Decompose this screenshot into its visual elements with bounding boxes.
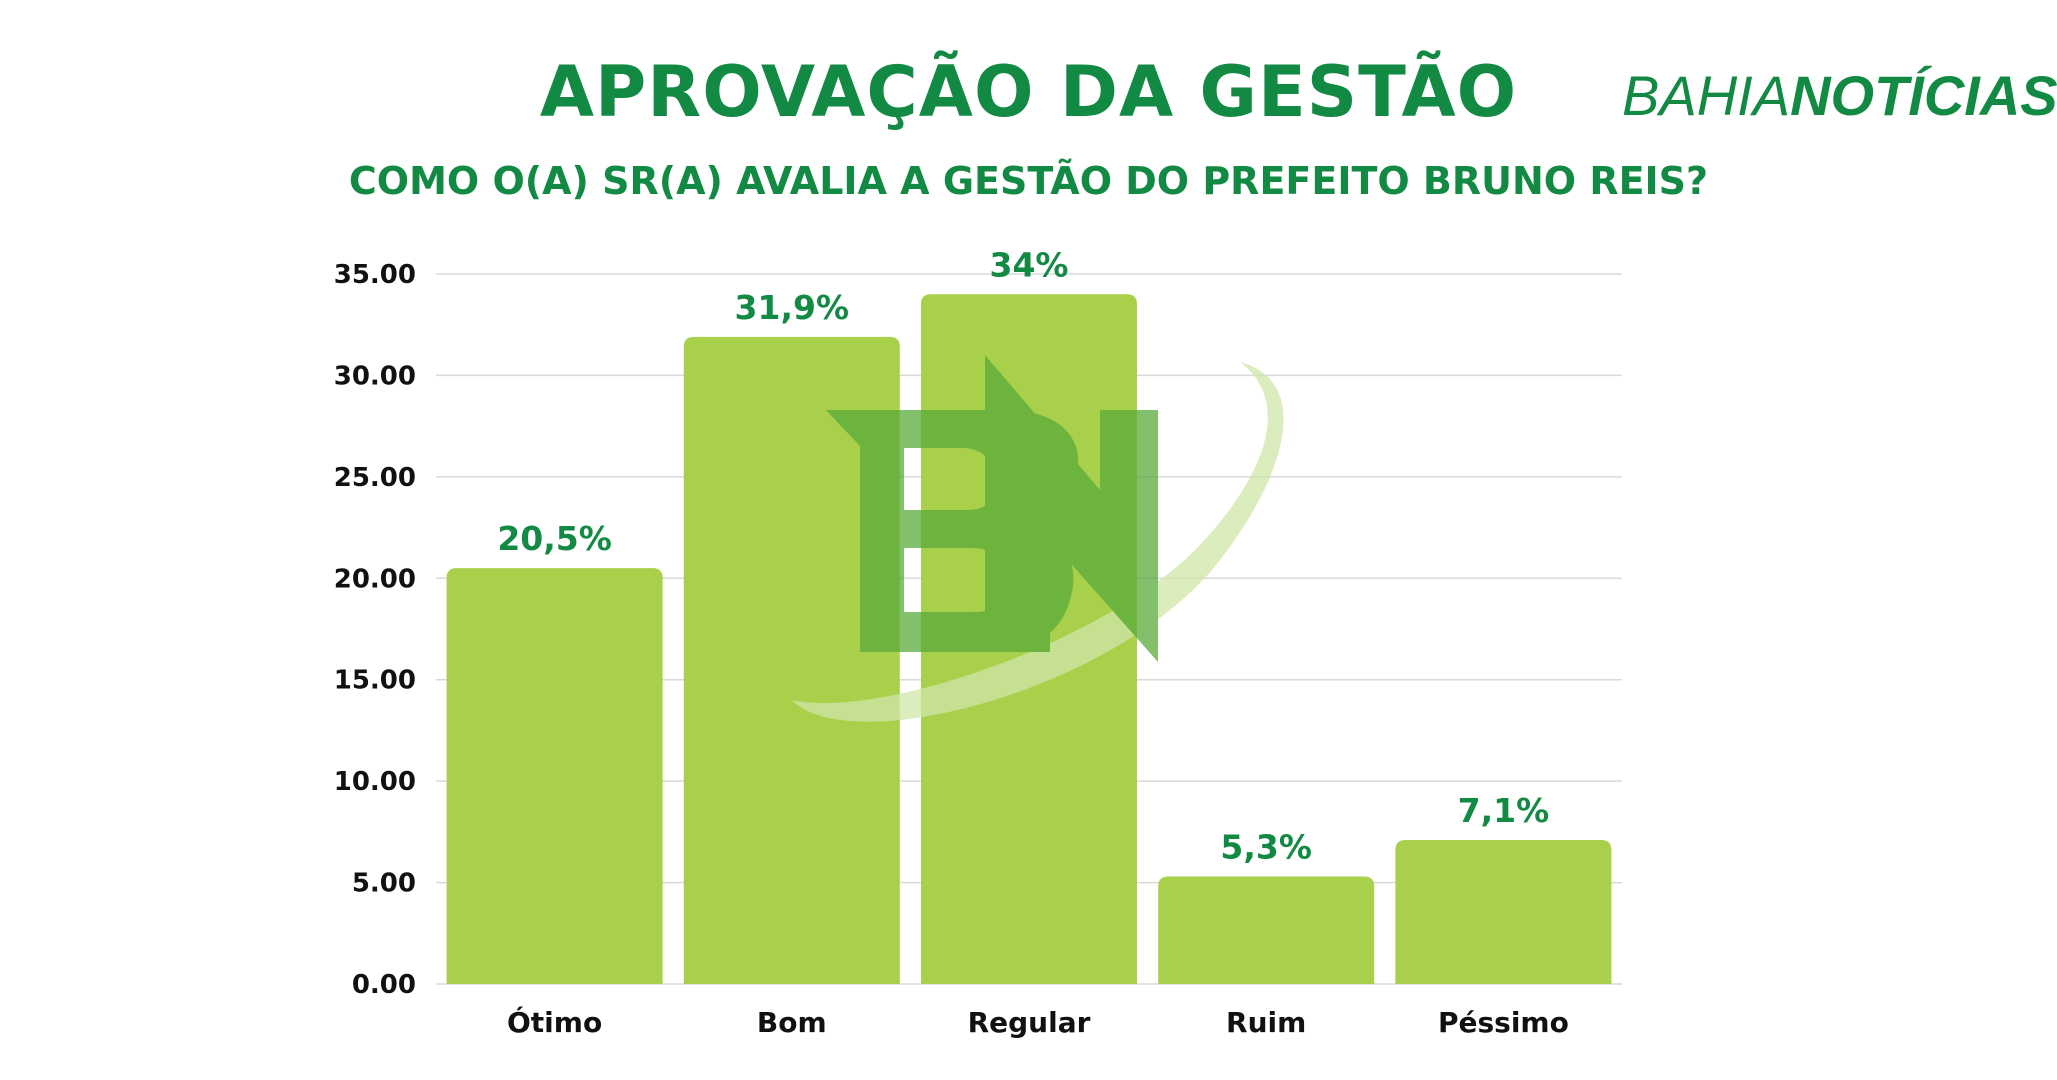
bar-ruim — [1158, 876, 1375, 984]
bar-ótimo — [446, 568, 663, 984]
y-tick-label: 15.00 — [334, 666, 416, 696]
y-tick-label: 20.00 — [334, 564, 416, 594]
bar-péssimo — [1395, 839, 1612, 984]
y-tick-label: 5.00 — [352, 869, 416, 899]
chart-title: APROVAÇÃO DA GESTÃO — [539, 51, 1518, 133]
category-label: Péssimo — [1438, 1006, 1569, 1039]
y-axis-ticks: 0.00 5.00 10.00 15.00 20.00 25.00 30.00 35.00 — [334, 260, 416, 1000]
category-label: Bom — [757, 1006, 827, 1039]
data-label: 34% — [990, 245, 1069, 284]
data-label: 31,9% — [735, 288, 850, 327]
y-tick-label: 35.00 — [334, 260, 416, 290]
y-tick-label: 0.00 — [352, 970, 416, 1000]
data-label: 5,3% — [1220, 827, 1312, 866]
data-labels: 20,5% 31,9% 34% 5,3% 7,1% — [497, 245, 1549, 866]
bn-logo-watermark — [792, 355, 1284, 722]
x-axis-categories: Ótimo Bom Regular Ruim Péssimo — [507, 1005, 1569, 1039]
bar-bom — [683, 336, 900, 984]
y-tick-label: 30.00 — [334, 361, 416, 391]
brand-logo-part1: BAHIA — [1622, 64, 1791, 127]
category-label: Ruim — [1226, 1006, 1306, 1039]
brand-logo: BAHIANOTÍCIAS — [1622, 62, 2057, 130]
category-label: Regular — [968, 1006, 1091, 1039]
chart-subtitle: COMO O(A) SR(A) AVALIA A GESTÃO DO PREFE… — [348, 159, 1709, 203]
watermark-letter-n — [985, 355, 1158, 662]
data-label: 7,1% — [1458, 791, 1550, 830]
bars — [446, 294, 1612, 984]
brand-logo-part2: NOTÍCIAS — [1790, 64, 2057, 127]
data-label: 20,5% — [497, 519, 612, 558]
y-tick-label: 25.00 — [334, 463, 416, 493]
category-label: Ótimo — [507, 1005, 602, 1039]
y-tick-label: 10.00 — [334, 767, 416, 797]
